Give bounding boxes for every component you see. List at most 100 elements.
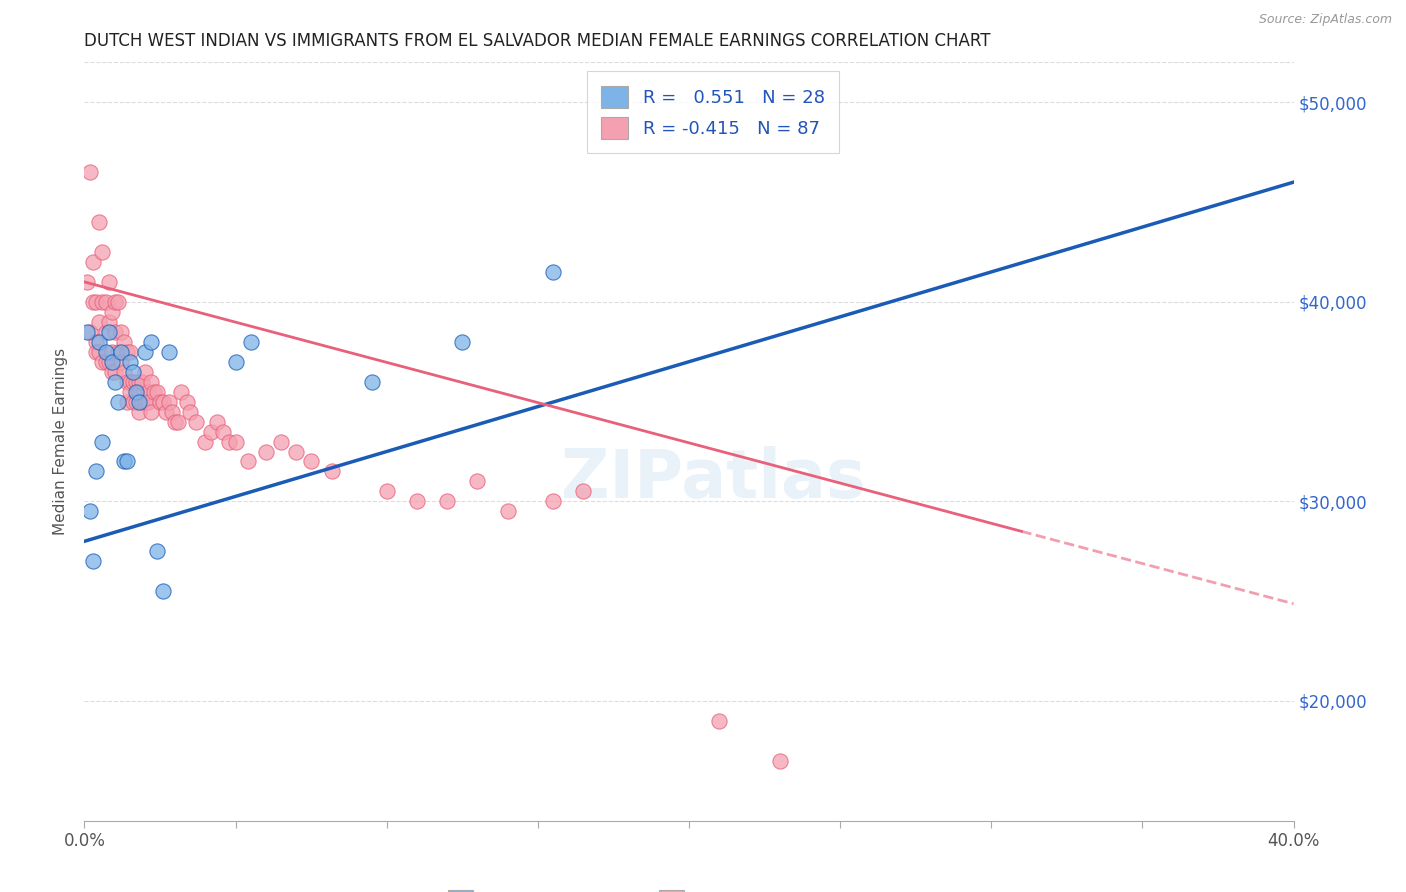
- Point: [94, 294, 117, 309]
- Point: [225, 355, 247, 369]
- Point: [375, 484, 398, 499]
- Point: [110, 344, 132, 359]
- Point: [128, 375, 150, 389]
- Point: [541, 494, 564, 508]
- Point: [170, 384, 193, 399]
- Point: [118, 355, 141, 369]
- Point: [115, 454, 138, 468]
- Point: [91, 294, 114, 309]
- Point: [146, 544, 169, 558]
- Point: [167, 415, 190, 429]
- Point: [125, 384, 148, 399]
- Point: [76, 325, 98, 339]
- Point: [89, 344, 111, 359]
- Point: [104, 365, 127, 379]
- Point: [110, 355, 132, 369]
- Point: [176, 394, 198, 409]
- Point: [142, 384, 165, 399]
- Point: [541, 265, 564, 279]
- Point: [121, 394, 143, 409]
- Point: [86, 294, 108, 309]
- Point: [165, 415, 187, 429]
- Point: [112, 334, 135, 349]
- Point: [406, 494, 429, 508]
- Point: [110, 325, 132, 339]
- Point: [97, 355, 120, 369]
- Point: [86, 334, 108, 349]
- Point: [112, 454, 135, 468]
- Point: [467, 475, 489, 489]
- Text: ZIPatlas: ZIPatlas: [561, 447, 866, 512]
- Point: [236, 454, 259, 468]
- Point: [82, 255, 104, 269]
- Point: [121, 375, 143, 389]
- Y-axis label: Median Female Earnings: Median Female Earnings: [53, 348, 69, 535]
- Point: [89, 215, 111, 229]
- Point: [121, 365, 143, 379]
- Point: [769, 754, 792, 768]
- Point: [157, 344, 180, 359]
- Point: [131, 375, 153, 389]
- Point: [104, 325, 127, 339]
- Point: [285, 444, 308, 458]
- Point: [270, 434, 292, 449]
- Point: [125, 375, 148, 389]
- Point: [134, 344, 156, 359]
- Point: [128, 384, 150, 399]
- Point: [118, 384, 141, 399]
- Point: [86, 465, 108, 479]
- Point: [97, 325, 120, 339]
- Point: [100, 365, 122, 379]
- Point: [436, 494, 458, 508]
- Point: [157, 394, 180, 409]
- Point: [79, 165, 101, 179]
- Point: [179, 404, 201, 418]
- Point: [128, 394, 150, 409]
- Point: [76, 275, 98, 289]
- Point: [100, 355, 122, 369]
- Point: [118, 344, 141, 359]
- Point: [496, 504, 519, 518]
- Point: [115, 344, 138, 359]
- Point: [79, 325, 101, 339]
- Point: [89, 334, 111, 349]
- Point: [200, 425, 222, 439]
- Point: [709, 714, 731, 728]
- Point: [299, 454, 322, 468]
- Point: [139, 375, 162, 389]
- Point: [360, 375, 382, 389]
- Legend: Dutch West Indians, Immigrants from El Salvador: Dutch West Indians, Immigrants from El S…: [440, 882, 938, 892]
- Point: [89, 315, 111, 329]
- Point: [186, 415, 208, 429]
- Point: [152, 584, 174, 599]
- Point: [97, 275, 120, 289]
- Point: [239, 334, 262, 349]
- Point: [207, 415, 229, 429]
- Point: [104, 375, 127, 389]
- Point: [115, 375, 138, 389]
- Point: [79, 504, 101, 518]
- Point: [91, 355, 114, 369]
- Point: [100, 344, 122, 359]
- Point: [107, 344, 129, 359]
- Point: [107, 294, 129, 309]
- Point: [146, 384, 169, 399]
- Point: [94, 325, 117, 339]
- Point: [139, 404, 162, 418]
- Point: [321, 465, 343, 479]
- Point: [115, 394, 138, 409]
- Point: [451, 334, 474, 349]
- Point: [131, 394, 153, 409]
- Point: [107, 394, 129, 409]
- Point: [91, 434, 114, 449]
- Point: [125, 394, 148, 409]
- Point: [136, 394, 159, 409]
- Point: [139, 334, 162, 349]
- Point: [112, 365, 135, 379]
- Point: [160, 404, 183, 418]
- Point: [572, 484, 595, 499]
- Point: [155, 404, 177, 418]
- Point: [94, 355, 117, 369]
- Point: [82, 554, 104, 568]
- Point: [97, 315, 120, 329]
